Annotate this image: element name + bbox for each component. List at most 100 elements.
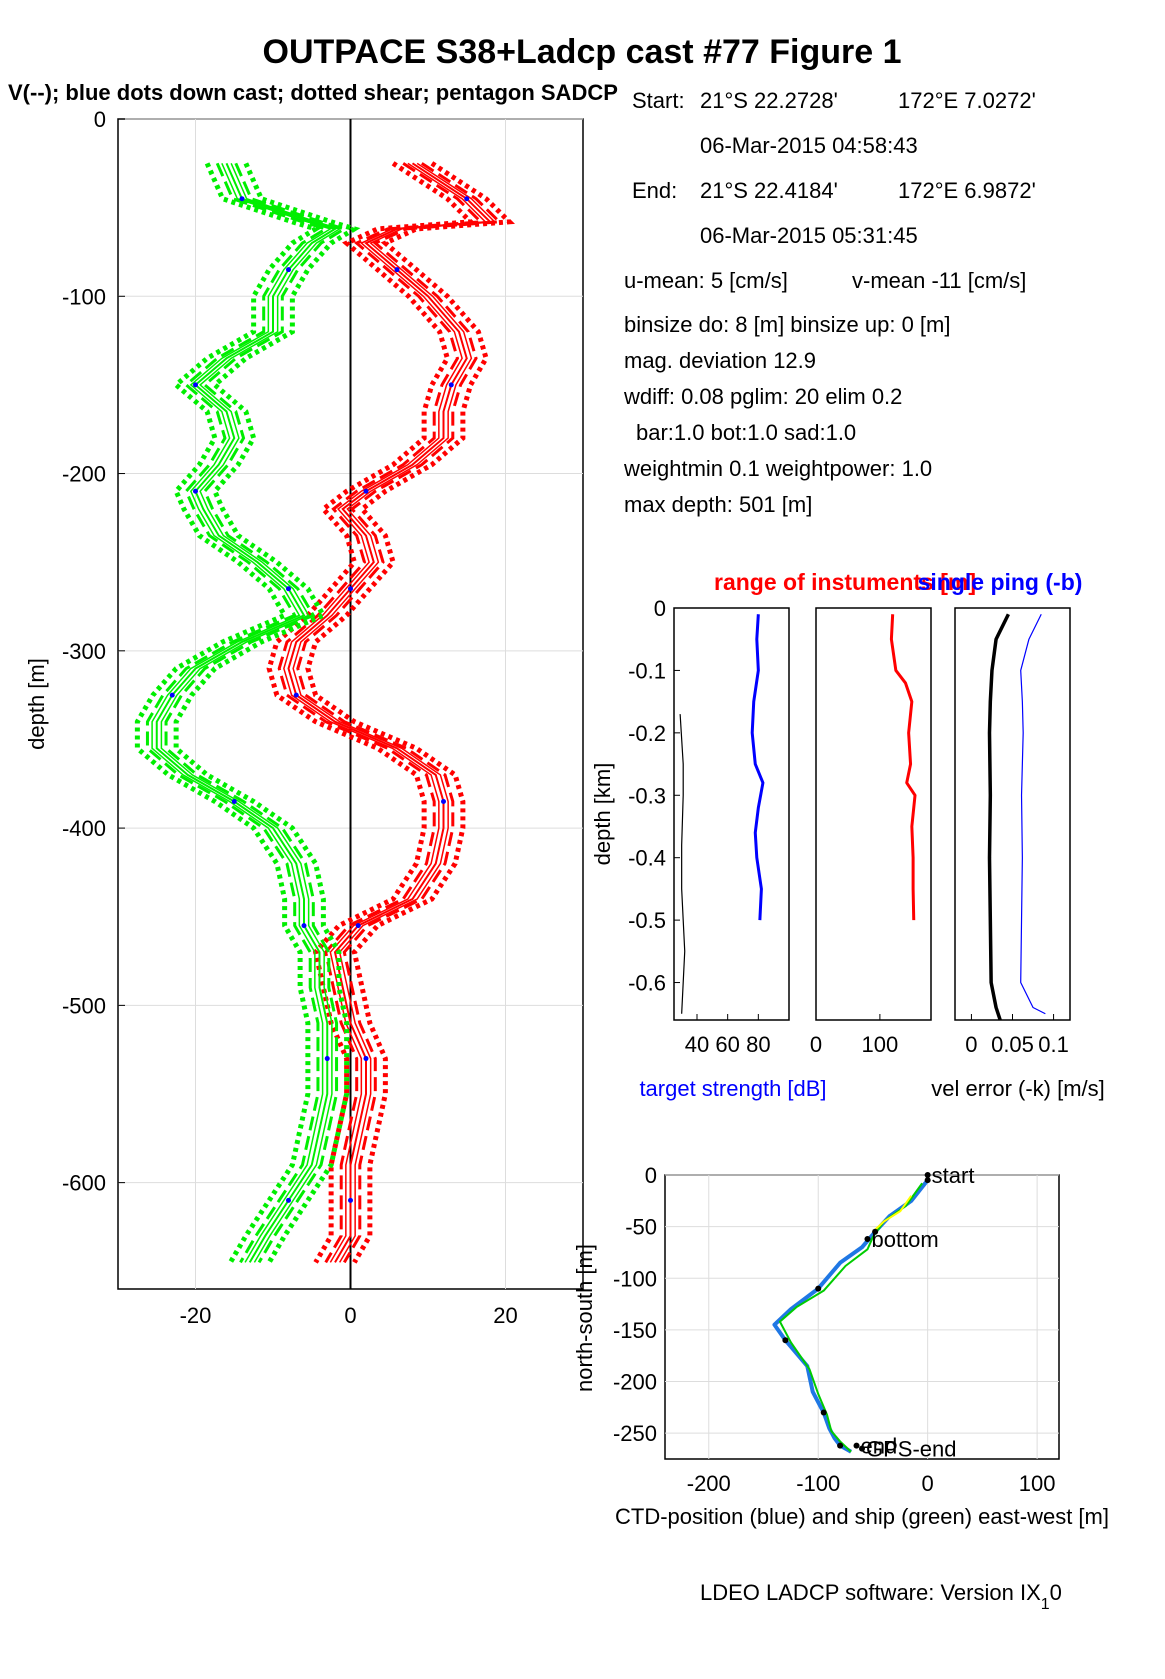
annotation-label: end [861,1434,898,1459]
track-marker [837,1442,844,1449]
position-y-tick-label: -250 [613,1421,657,1446]
position-y-label: north-south [m] [572,1244,597,1392]
position-x-tick-label: -200 [687,1471,731,1496]
target-strength-y-tick-label: -0.5 [628,908,666,933]
annotation-point [859,1445,865,1452]
v-mean: v-mean -11 [cm/s] [852,268,1026,293]
downcast-dot [464,196,470,202]
target-strength-plot-area [673,607,790,1021]
target-strength-x-tick-label: 40 [685,1032,709,1057]
red-velocity-line-alt [283,162,488,1263]
velocity-x-tick-label: 0 [344,1303,356,1328]
position-y-tick-label: 0 [645,1163,657,1188]
red-velocity-line-alt [292,162,497,1263]
red-shear-envelope [266,161,477,1264]
position-x-tick-label: 0 [922,1471,934,1496]
position-y-tick-label: -200 [613,1370,657,1395]
end-time: 06-Mar-2015 05:31:45 [700,223,918,248]
downcast-dot [348,586,353,592]
target-strength-x-tick-label: 60 [715,1032,739,1057]
target-strength-y-tick-label: -0.2 [628,721,666,746]
downcast-dot [286,267,291,273]
velocity-ticks: -20 0 200-100-200-300-400-500-600 [62,107,518,1328]
position-x-tick-label: -100 [796,1471,840,1496]
figure-subtitle: V(--); blue dots down cast; dotted shear… [8,80,618,105]
velocity-y-tick-label: 0 [94,107,106,132]
single-ping-series [987,613,1046,1021]
start-lat: 21°S 22.2728' [700,88,838,113]
weight: weightmin 0.1 weightpower: 1.0 [623,456,932,481]
green-dashed-profile [145,162,330,1264]
target-strength-series [679,614,765,1014]
position-x-label: CTD-position (blue) and ship (green) eas… [615,1504,1109,1529]
position-track-chart: -200 -100 0 100 0 -50 -100 -150 -200 -250 start bo… [572,1163,1109,1529]
position-y-tick-label: -150 [613,1318,657,1343]
u-mean: u-mean: 5 [cm/s] [624,268,788,293]
single-ping-line-1 [1020,613,1046,1015]
target-strength-x-label: target strength [dB] [639,1076,826,1101]
position-grid [665,1174,1059,1459]
single-ping-x-tick-label: 0.05 [991,1032,1034,1057]
velocity-profile-chart: -20 0 200-100-200-300-400-500-600 depth [m… [24,107,584,1328]
single-ping-title: single ping (-b) [918,569,1083,595]
wdiff: wdiff: 0.08 pglim: 20 elim 0.2 [623,384,902,409]
instrument-range-chart: 0 100 [810,607,932,1057]
downcast-dot [193,488,198,494]
max-depth: max depth: 501 [m] [624,492,812,517]
velocity-y-tick-label: -600 [62,1171,106,1196]
green-shear-envelope [134,162,322,1264]
bottom-segment [872,1195,913,1233]
position-x-tick-label: 100 [1019,1471,1056,1496]
downcast-dot [441,799,446,804]
track-marker [782,1337,789,1344]
target-strength-y-tick-label: 0 [654,596,666,621]
downcast-dot [293,692,299,698]
red-shear-envelope [305,161,516,1264]
single-ping-plot-area [954,607,1071,1021]
start-time: 06-Mar-2015 04:58:43 [700,133,918,158]
downcast-dot [286,1197,291,1203]
velocity-y-tick-label: -200 [62,462,106,487]
start-lon: 172°E 7.0272' [898,88,1036,113]
annotation-point [924,1172,931,1178]
single-ping-ticks: 0 0.05 0.1 [965,1014,1069,1057]
velocity-x-tick-label: 20 [493,1303,517,1328]
velocity-y-label: depth [m] [24,658,49,750]
green-dashed-profile [164,162,348,1264]
figure-title: OUTPACE S38+Ladcp cast #77 Figure 1 [263,33,902,71]
single-ping-x-tick-label: 0.1 [1038,1032,1069,1057]
downcast-dot [231,799,237,804]
instrument-range-x-tick-label: 100 [862,1032,899,1057]
target-strength-y-tick-label: -0.3 [628,783,666,808]
downcast-dot [324,1056,330,1062]
instrument-range-ticks: 0 100 [810,1014,898,1057]
red-dashed-profile [296,162,503,1264]
footer-text: LDEO LADCP software: Version IX10 [700,1580,1062,1613]
green-shear-envelope [173,162,361,1264]
green-velocity-line-alt [151,163,333,1263]
instrument-range-x-tick-label: 0 [810,1032,822,1057]
track-marker [815,1285,822,1292]
downcast-dot [301,923,307,929]
downcast-dot [169,692,175,698]
cast-info: Start: 21°S 22.2728' 172°E 7.0272' 06-Ma… [623,88,1036,517]
position-y-tick-label: -100 [613,1266,657,1291]
downcast-dot [355,923,361,929]
downcast-dot [286,586,291,592]
vel-error-x-label: vel error (-k) [m/s] [931,1076,1105,1101]
target-strength-x-tick-label: 80 [746,1032,770,1057]
annotation-label: bottom [871,1227,938,1252]
footer-sub: 1 [1041,1596,1050,1613]
mag-deviation: mag. deviation 12.9 [624,348,816,373]
green-velocity-line-alt [160,163,342,1263]
footer-main: LDEO LADCP software: Version IX [700,1580,1041,1605]
target-strength-ticks: 40 60 80 0 -0.1 -0.2 -0.3 -0.4 -0.5 -0.6 [628,596,770,1057]
red-velocity-line [287,162,493,1263]
velocity-x-tick-label: -20 [180,1303,212,1328]
velocity-y-tick-label: -500 [62,993,106,1018]
velocity-y-tick-label: -300 [62,639,106,664]
downcast-dot [394,267,400,273]
annotation-label: start [932,1163,975,1188]
